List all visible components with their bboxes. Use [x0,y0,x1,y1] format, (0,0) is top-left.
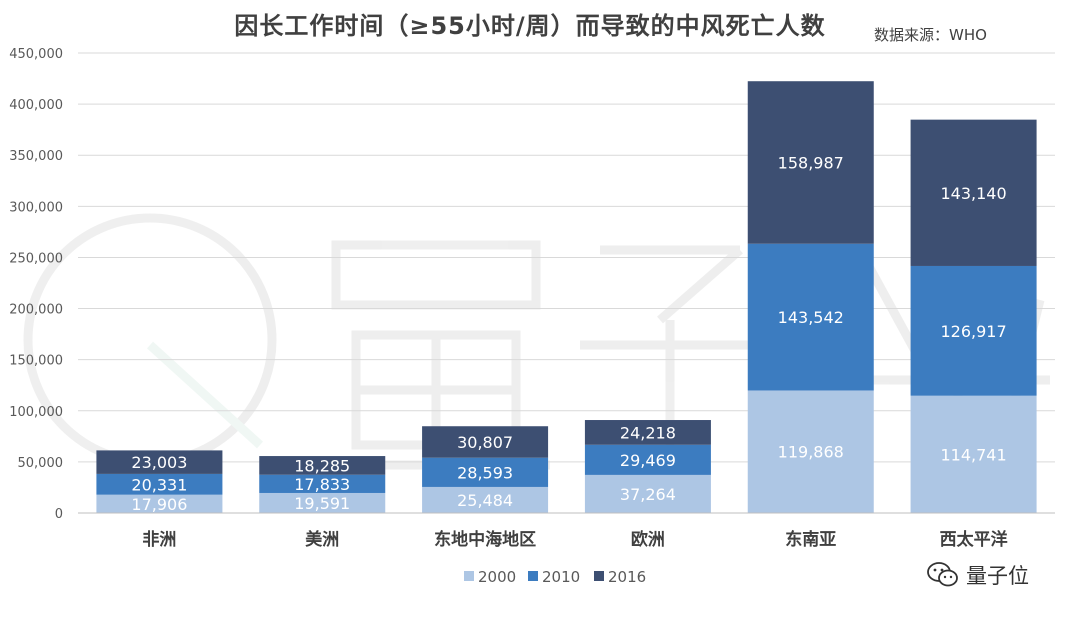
legend-swatch [528,571,538,581]
bar-segment [910,395,1037,513]
bar-segment [747,390,874,513]
x-tick-label: 欧洲 [631,529,665,550]
y-tick-label: 150,000 [9,354,63,369]
chart-title: 因长工作时间（≥55小时/周）而导致的中风死亡人数 [234,12,826,40]
legend-label: 2010 [542,568,580,586]
data-source: 数据来源：WHO [874,26,987,44]
y-tick-label: 200,000 [9,303,63,318]
data-label: 29,469 [620,451,676,470]
wechat-icon [927,562,958,587]
bar-segment [96,450,223,474]
data-label: 17,906 [131,495,187,514]
data-label: 17,833 [294,475,350,494]
data-label: 19,591 [294,494,350,513]
data-label: 28,593 [457,463,513,482]
bar-segment [910,265,1037,396]
bar-segment [422,426,549,458]
grid-lines [78,52,1055,514]
data-label: 126,917 [940,322,1006,341]
bar-segment [584,420,711,445]
data-label: 24,218 [620,423,676,442]
data-label: 143,140 [940,184,1006,203]
y-tick-label: 350,000 [9,149,63,164]
data-label: 114,741 [940,445,1006,464]
bar-segment [96,494,223,513]
brand-watermark: 量子位 [926,560,1029,590]
x-tick-label: 东南亚 [785,529,836,550]
data-label: 25,484 [457,491,513,510]
y-axis: 0 50,000 100,000 150,000 200,000 250,000 300,0… [9,47,63,522]
bar-segment [259,492,386,513]
bar-segment [584,444,711,475]
data-label: 23,003 [131,453,187,472]
bar-segment [422,457,549,487]
data-label: 30,807 [457,433,513,452]
data-label: 119,868 [778,443,844,462]
y-tick-label: 400,000 [9,98,63,113]
legend-swatch [464,571,474,581]
bar-segment [584,474,711,513]
bar-segment [96,473,223,495]
data-label: 18,285 [294,456,350,475]
bar-segment [259,474,386,493]
data-label: 143,542 [778,308,844,327]
x-tick-label: 东地中海地区 [434,529,536,550]
x-tick-label: 非洲 [142,529,176,550]
bar-segment [422,486,549,513]
legend-label: 2016 [608,568,646,586]
x-tick-label: 美洲 [305,529,339,550]
data-label: 20,331 [131,475,187,494]
bar-segment [747,81,874,244]
x-tick-label: 西太平洋 [940,529,1008,550]
bar-segment [259,456,386,475]
legend-label: 2000 [478,568,516,586]
y-tick-label: 100,000 [9,405,63,420]
y-tick-label: 450,000 [9,47,63,62]
y-tick-label: 50,000 [18,456,64,471]
bar-segment [747,243,874,391]
data-label: 37,264 [620,485,676,504]
legend-swatch [594,571,604,581]
x-axis: 非洲 美洲 东地中海地区 欧洲 东南亚 西太平洋 [78,512,1055,550]
y-tick-label: 300,000 [9,200,63,215]
bar-segment [910,119,1037,266]
y-tick-label: 0 [55,507,63,522]
legend: 2000 2010 2016 [464,568,646,586]
data-label: 158,987 [778,153,844,172]
brand-name: 量子位 [966,564,1029,588]
y-tick-label: 250,000 [9,251,63,266]
